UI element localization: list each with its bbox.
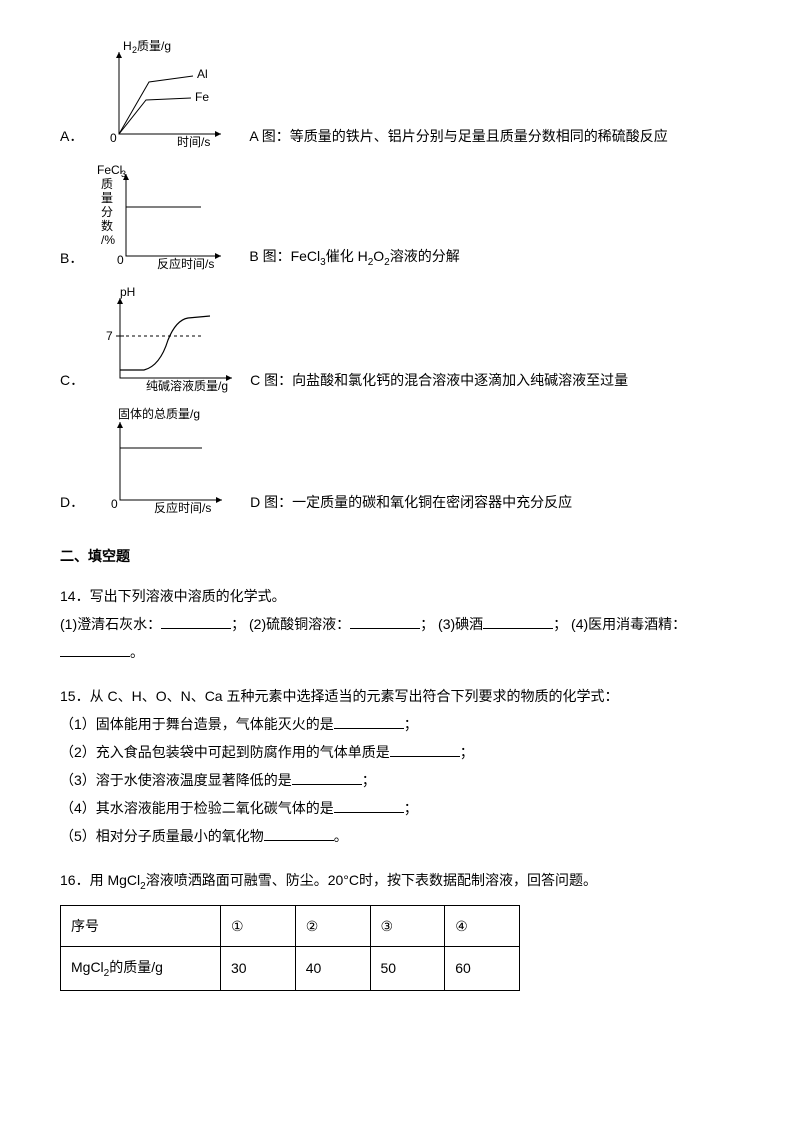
option-b: B． FeCl3 质 量 分 数 /% 0 反应时间/s B 图：FeCl3催化… bbox=[60, 162, 734, 272]
q14-p2: (2)硫酸铜溶液： bbox=[249, 616, 350, 632]
q15-p5: （5）相对分子质量最小的氧化物 bbox=[60, 828, 264, 844]
table-header-row: 序号 ① ② ③ ④ bbox=[61, 905, 520, 946]
q15-blank-3[interactable] bbox=[292, 771, 362, 785]
option-c: C． pH 7 纯碱溶液质量/g C 图：向盐酸和氯化钙的混合溶液中逐滴加入纯碱… bbox=[60, 284, 734, 394]
svg-text:H: H bbox=[123, 40, 132, 53]
svg-text:0: 0 bbox=[110, 131, 117, 145]
svg-text:数: 数 bbox=[101, 218, 113, 233]
svg-text:FeCl: FeCl bbox=[97, 163, 122, 177]
q14-p3: (3)碘酒 bbox=[438, 616, 483, 632]
svg-text:Al: Al bbox=[197, 67, 208, 81]
q14-num: 14． bbox=[60, 588, 90, 604]
svg-text:纯碱溶液质量/g: 纯碱溶液质量/g bbox=[146, 378, 228, 393]
row1-label: MgCl2的质量/g bbox=[61, 946, 221, 990]
svg-text:pH: pH bbox=[120, 285, 135, 299]
row1-c4: 60 bbox=[445, 946, 520, 990]
svg-text:分: 分 bbox=[101, 205, 113, 219]
q15-blank-5[interactable] bbox=[264, 827, 334, 841]
chart-c: pH 7 纯碱溶液质量/g bbox=[92, 284, 242, 394]
q15-blank-2[interactable] bbox=[390, 743, 460, 757]
th-2: ② bbox=[295, 905, 370, 946]
question-16: 16．用 MgCl2溶液喷洒路面可融雪、防尘。20°C时，按下表数据配制溶液，回… bbox=[60, 866, 734, 991]
svg-text:0: 0 bbox=[111, 497, 118, 511]
svg-text:固体的总质量/g: 固体的总质量/g bbox=[118, 406, 200, 421]
chart-d: 固体的总质量/g 0 反应时间/s bbox=[92, 406, 242, 516]
question-15: 15．从 C、H、O、N、Ca 五种元素中选择适当的元素写出符合下列要求的物质的… bbox=[60, 682, 734, 850]
q15-p4: （4）其水溶液能用于检验二氧化碳气体的是 bbox=[60, 800, 334, 816]
svg-text:质量/g: 质量/g bbox=[137, 40, 171, 53]
th-4: ④ bbox=[445, 905, 520, 946]
option-d-desc: D 图：一定质量的碳和氧化铜在密闭容器中充分反应 bbox=[250, 492, 572, 516]
q14-p4: (4)医用消毒酒精： bbox=[571, 616, 686, 632]
th-1: ① bbox=[221, 905, 296, 946]
row1-c1: 30 bbox=[221, 946, 296, 990]
section-2-title: 二、填空题 bbox=[60, 546, 734, 566]
svg-text:质: 质 bbox=[101, 177, 113, 191]
question-14: 14．写出下列溶液中溶质的化学式。 (1)澄清石灰水：； (2)硫酸铜溶液：； … bbox=[60, 582, 734, 666]
q14-blank-2[interactable] bbox=[350, 615, 420, 629]
q15-p1: （1）固体能用于舞台造景，气体能灭火的是 bbox=[60, 716, 334, 732]
chart-a: H2质量/g Al Fe 0 时间/s bbox=[91, 40, 241, 150]
q16-table: 序号 ① ② ③ ④ MgCl2的质量/g 30 40 50 60 bbox=[60, 905, 520, 991]
table-row: MgCl2的质量/g 30 40 50 60 bbox=[61, 946, 520, 990]
q15-blank-1[interactable] bbox=[334, 715, 404, 729]
option-a-desc: A 图：等质量的铁片、铝片分别与足量且质量分数相同的稀硫酸反应 bbox=[249, 126, 667, 150]
svg-text:反应时间/s: 反应时间/s bbox=[157, 256, 214, 271]
q14-stem: 写出下列溶液中溶质的化学式。 bbox=[90, 588, 286, 604]
q15-p3: （3）溶于水使溶液温度显著降低的是 bbox=[60, 772, 292, 788]
q15-blank-4[interactable] bbox=[334, 799, 404, 813]
q15-stem: 从 C、H、O、N、Ca 五种元素中选择适当的元素写出符合下列要求的物质的化学式… bbox=[90, 688, 619, 704]
q14-blank-1[interactable] bbox=[161, 615, 231, 629]
row1-c3: 50 bbox=[370, 946, 445, 990]
svg-text:Fe: Fe bbox=[195, 90, 209, 104]
th-0: 序号 bbox=[61, 905, 221, 946]
svg-text:0: 0 bbox=[117, 253, 124, 267]
svg-text:量: 量 bbox=[101, 191, 113, 205]
option-b-letter: B． bbox=[60, 248, 83, 272]
svg-text:/%: /% bbox=[101, 233, 115, 247]
q14-p1: (1)澄清石灰水： bbox=[60, 616, 161, 632]
q15-num: 15． bbox=[60, 688, 90, 704]
option-c-letter: C． bbox=[60, 370, 84, 394]
svg-text:时间/s: 时间/s bbox=[177, 135, 210, 149]
svg-text:7: 7 bbox=[106, 329, 113, 343]
q14-blank-4[interactable] bbox=[60, 643, 130, 657]
th-3: ③ bbox=[370, 905, 445, 946]
option-c-desc: C 图：向盐酸和氯化钙的混合溶液中逐滴加入纯碱溶液至过量 bbox=[250, 370, 628, 394]
row1-c2: 40 bbox=[295, 946, 370, 990]
option-a-letter: A． bbox=[60, 126, 83, 150]
chart-b: FeCl3 质 量 分 数 /% 0 反应时间/s bbox=[91, 162, 241, 272]
option-b-desc: B 图：FeCl3催化 H2O2溶液的分解 bbox=[249, 246, 459, 272]
q16-num: 16． bbox=[60, 872, 90, 888]
svg-text:反应时间/s: 反应时间/s bbox=[154, 500, 211, 515]
q14-blank-3[interactable] bbox=[483, 615, 553, 629]
q15-p2: （2）充入食品包装袋中可起到防腐作用的气体单质是 bbox=[60, 744, 390, 760]
option-d-letter: D． bbox=[60, 492, 84, 516]
option-a: A． H2质量/g Al Fe 0 时间/s A 图：等质量的铁片、铝片分别与足… bbox=[60, 40, 734, 150]
option-d: D． 固体的总质量/g 0 反应时间/s D 图：一定质量的碳和氧化铜在密闭容器… bbox=[60, 406, 734, 516]
